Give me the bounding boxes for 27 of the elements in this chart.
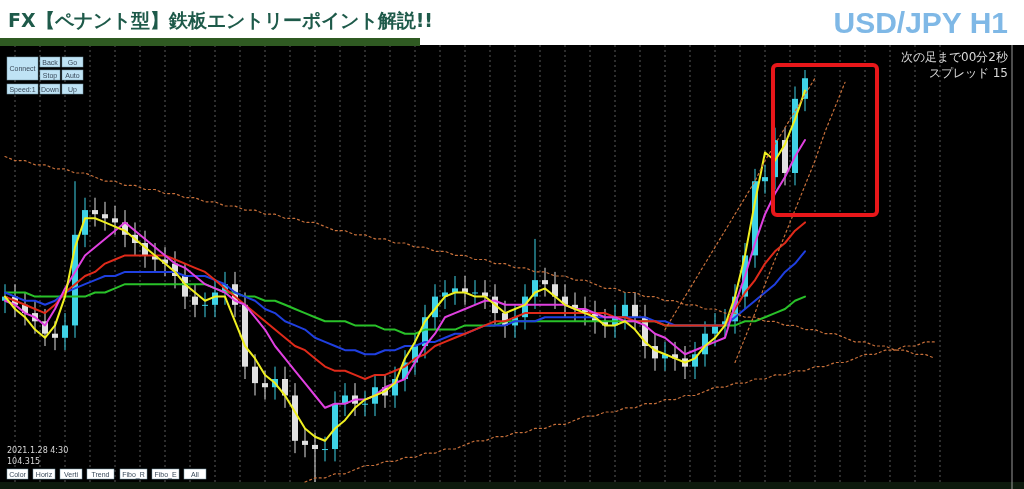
candlestick xyxy=(202,291,208,318)
candlestick xyxy=(462,275,468,306)
candlestick xyxy=(192,283,198,318)
annotation: 2021.1.28 4:30 xyxy=(7,446,69,455)
candlestick xyxy=(472,279,478,306)
candlestick xyxy=(482,279,488,310)
candlestick xyxy=(302,427,308,458)
annotation: スプレッド 15 xyxy=(928,66,1008,80)
chart-subtitle: USD/JPY H1 xyxy=(833,6,1008,39)
candlestick xyxy=(362,390,368,417)
candlestick xyxy=(92,197,98,228)
candlestick xyxy=(312,432,318,483)
candlestick xyxy=(452,275,458,306)
text: 次の足まで00分2秒 xyxy=(901,50,1008,64)
chart-title: FX【ペナント型】鉄板エントリーポイント解説!! xyxy=(8,9,433,31)
candlestick xyxy=(112,205,118,236)
candlestick xyxy=(252,353,258,396)
candlestick xyxy=(542,267,548,298)
candlestick xyxy=(552,271,558,310)
candlestick xyxy=(322,436,328,462)
candlestick xyxy=(62,312,68,351)
annotation: 104.315 xyxy=(7,457,41,466)
candlestick xyxy=(102,201,108,232)
candlestick xyxy=(52,320,58,351)
candlestick xyxy=(262,370,268,401)
candlestick xyxy=(712,312,718,347)
candlestick xyxy=(762,164,768,195)
